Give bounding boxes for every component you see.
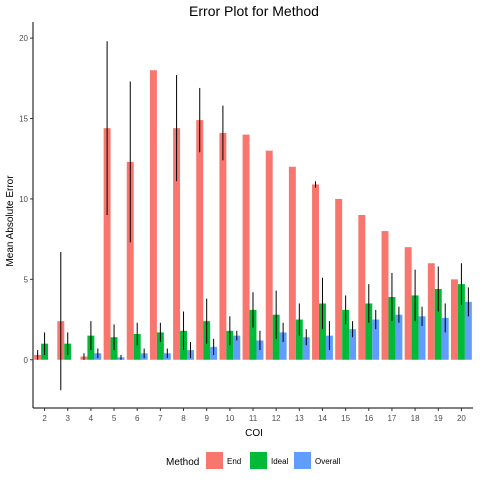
y-tick-label: 20	[19, 34, 28, 43]
bar-end-17	[381, 231, 389, 360]
x-tick-label: 14	[318, 414, 327, 423]
bar-overall-17	[395, 314, 403, 360]
bar-ideal-17	[388, 297, 396, 360]
legend: Method End Ideal Overall	[166, 452, 341, 469]
bar-end-14	[312, 184, 319, 360]
bar-end-18	[404, 247, 412, 360]
bar-end-13	[288, 166, 296, 360]
x-tick-label: 16	[364, 414, 373, 423]
bar-overall-13	[302, 337, 310, 360]
bar-end-5	[103, 128, 111, 360]
bar-ideal-16	[365, 303, 373, 360]
bar-overall-19	[441, 317, 449, 360]
bar-end-11	[242, 134, 250, 360]
x-tick-label: 4	[89, 414, 94, 423]
bar-end-20	[451, 279, 458, 360]
bar-ideal-18	[411, 295, 419, 360]
x-tick-label: 13	[295, 414, 304, 423]
bar-ideal-7	[156, 332, 164, 360]
bar-ideal-11	[249, 309, 257, 360]
x-tick-label: 18	[411, 414, 420, 423]
bar-overall-15	[349, 329, 357, 360]
bar-overall-20	[464, 301, 472, 360]
x-tick-label: 20	[457, 414, 466, 423]
bar-ideal-13	[295, 319, 303, 360]
bar-end-16	[358, 215, 366, 360]
x-tick-label: 2	[42, 414, 47, 423]
x-tick-label: 10	[225, 414, 234, 423]
legend-title: Method	[166, 457, 199, 468]
bar-ideal-6	[133, 334, 141, 360]
y-tick-label: 0	[24, 356, 29, 365]
legend-label-end: End	[227, 457, 241, 466]
bar-overall-16	[372, 319, 380, 360]
x-tick-label: 12	[272, 414, 281, 423]
bar-end-7	[149, 70, 157, 360]
bar-end-8	[173, 128, 181, 360]
y-tick-label: 15	[19, 115, 28, 124]
legend-label-ideal: Ideal	[271, 457, 289, 466]
x-tick-label: 8	[181, 414, 186, 423]
chart-title: Error Plot for Method	[189, 3, 319, 19]
bar-end-12	[265, 150, 273, 360]
x-tick-label: 7	[158, 414, 163, 423]
bar-overall-12	[279, 332, 287, 360]
x-axis-label: COI	[245, 428, 263, 439]
x-tick-label: 5	[112, 414, 117, 423]
x-tick-label: 17	[387, 414, 396, 423]
legend-label-overall: Overall	[315, 457, 341, 466]
chart-marks: 0 5 10 15 20 2 3 4 5 6 7 8 9 10 11 12 13 14 15 16 17 18 19 20	[19, 22, 473, 423]
bar-end-6	[126, 161, 134, 360]
bar-end-15	[335, 198, 343, 360]
bar-overall-10	[233, 335, 241, 360]
x-tick-label: 15	[341, 414, 350, 423]
bar-end-10	[219, 132, 227, 360]
legend-key-overall	[294, 452, 311, 469]
x-tick-label: 3	[66, 414, 71, 423]
y-tick-label: 10	[19, 195, 28, 204]
x-tick-label: 9	[204, 414, 209, 423]
bar-ideal-20	[457, 284, 465, 360]
x-tick-label: 11	[249, 414, 258, 423]
y-axis-label: Mean Absolute Error	[5, 175, 16, 267]
bar-ideal-14	[319, 303, 326, 360]
legend-key-end	[206, 452, 223, 469]
x-tick-label: 6	[135, 414, 140, 423]
bar-end-19	[427, 263, 435, 360]
bar-ideal-15	[342, 309, 350, 360]
bar-end-9	[196, 120, 204, 360]
bar-overall-18	[418, 316, 426, 360]
bar-ideal-19	[434, 288, 442, 360]
x-tick-label: 19	[434, 414, 443, 423]
y-tick-label: 5	[24, 275, 29, 284]
legend-key-ideal	[250, 452, 267, 469]
